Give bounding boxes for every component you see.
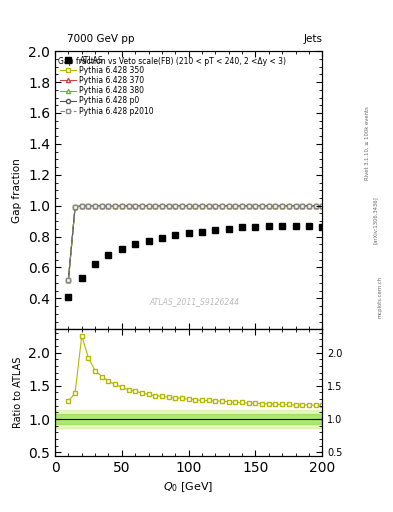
X-axis label: $Q_0$ [GeV]: $Q_0$ [GeV] (163, 480, 214, 494)
Bar (55, 414, 322, 424)
Y-axis label: Ratio to ATLAS: Ratio to ATLAS (13, 357, 23, 428)
Y-axis label: Gap fraction: Gap fraction (13, 158, 22, 223)
Text: [arXiv:1306.3436]: [arXiv:1306.3436] (373, 196, 378, 244)
Text: Rivet 3.1.10, ≥ 100k events: Rivet 3.1.10, ≥ 100k events (365, 106, 370, 180)
Bar (55, 410, 322, 429)
Text: 7000 GeV pp: 7000 GeV pp (67, 33, 134, 44)
Text: ATLAS_2011_S9126244: ATLAS_2011_S9126244 (149, 297, 239, 306)
Legend: ATLAS, Pythia 6.428 350, Pythia 6.428 370, Pythia 6.428 380, Pythia 6.428 p0, Py: ATLAS, Pythia 6.428 350, Pythia 6.428 37… (58, 54, 156, 117)
Text: Jets: Jets (303, 33, 322, 44)
Text: Gap fraction vs Veto scale(FB) (210 < pT < 240, 2 <Δy < 3): Gap fraction vs Veto scale(FB) (210 < pT… (58, 57, 286, 66)
Text: mcplots.cern.ch: mcplots.cern.ch (378, 276, 383, 318)
